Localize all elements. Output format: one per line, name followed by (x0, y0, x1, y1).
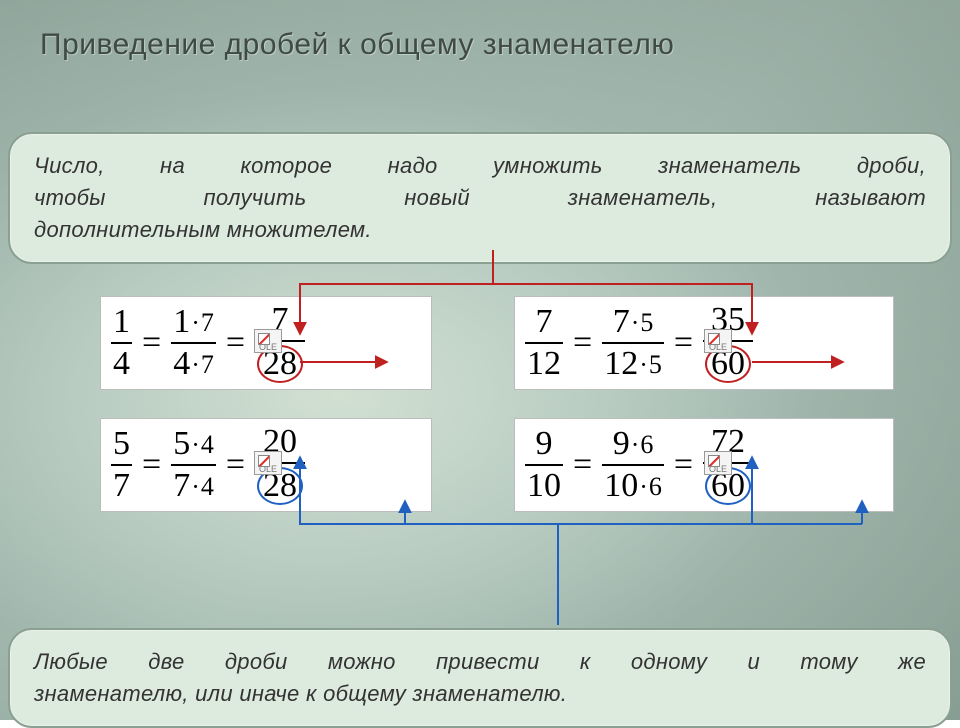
f3-c-den: 28 (263, 469, 297, 503)
f4-frac-b: 9·6 10·6 (602, 427, 664, 503)
dot-icon: · (190, 308, 200, 337)
fraction-box-2: 7 12 = 7·5 12·5 = 35 60 (514, 296, 894, 390)
f1-b-num: 1 (173, 303, 190, 340)
f2-a-den: 12 (525, 347, 563, 381)
f1-a-num: 1 (111, 305, 132, 339)
f2-mult-top: 5 (639, 308, 653, 337)
f4-result-den-circle: 60 (705, 467, 751, 505)
f1-mult-top: 7 (200, 308, 214, 337)
equals-sign: = (569, 446, 596, 484)
equals-sign: = (670, 446, 697, 484)
f3-mult-top: 4 (200, 430, 214, 459)
footnote-panel: Любые две дроби можно привести к одному … (8, 628, 952, 728)
f3-mult-bot: 4 (200, 472, 214, 501)
equals-sign: = (138, 324, 165, 362)
f4-c-den: 60 (711, 469, 745, 503)
dot-icon: · (190, 430, 200, 459)
f1-b-den: 4 (173, 345, 190, 382)
f4-c-num: 72 (709, 425, 747, 459)
dot-icon: · (190, 350, 200, 379)
fraction-box-3: 5 7 = 5·4 7·4 = 20 28 (100, 418, 432, 512)
definition-line-1: Число, на которое надо умножить знаменат… (34, 150, 926, 182)
fraction-box-4: 9 10 = 9·6 10·6 = 72 60 (514, 418, 894, 512)
page-title: Приведение дробей к общему знаменателю (40, 28, 674, 62)
f1-c-num: 7 (270, 303, 291, 337)
f3-a-den: 7 (111, 469, 132, 503)
dot-icon: · (638, 350, 648, 379)
f2-frac-a: 7 12 (525, 305, 563, 381)
footnote-line-1: Любые две дроби можно привести к одному … (34, 646, 926, 678)
f3-frac-b: 5·4 7·4 (171, 427, 216, 503)
footnote-line-2: знаменателю, или иначе к общему знаменат… (34, 678, 926, 710)
equals-sign: = (569, 324, 596, 362)
f3-c-num: 20 (261, 425, 299, 459)
f1-mult-bot: 7 (200, 350, 214, 379)
f1-c-den: 28 (263, 347, 297, 381)
definition-line-3: дополнительным множителем. (34, 214, 926, 246)
f2-a-num: 7 (534, 305, 555, 339)
f1-frac-a: 1 4 (111, 305, 132, 381)
f4-a-num: 9 (534, 427, 555, 461)
f2-result-den-circle: 60 (705, 345, 751, 383)
f2-c-num: 35 (709, 303, 747, 337)
f4-mult-bot: 6 (648, 472, 662, 501)
f3-frac-a: 5 7 (111, 427, 132, 503)
f2-mult-bot: 5 (648, 350, 662, 379)
f1-result-den-circle: 28 (257, 345, 303, 383)
f4-mult-top: 6 (639, 430, 653, 459)
f4-frac-c: 72 60 (703, 425, 753, 505)
f4-frac-a: 9 10 (525, 427, 563, 503)
equals-sign: = (670, 324, 697, 362)
equals-sign: = (222, 446, 249, 484)
equals-sign: = (222, 324, 249, 362)
f1-a-den: 4 (111, 347, 132, 381)
f3-result-den-circle: 28 (257, 467, 303, 505)
dot-icon: · (190, 472, 200, 501)
f3-b-num: 5 (173, 425, 190, 462)
definition-panel: Число, на которое надо умножить знаменат… (8, 132, 952, 264)
definition-line-2: чтобы получить новый знаменатель, называ… (34, 182, 926, 214)
f1-frac-b: 1·7 4·7 (171, 305, 216, 381)
dot-icon: · (630, 308, 640, 337)
fraction-box-1: 1 4 = 1·7 4·7 = 7 28 (100, 296, 432, 390)
dot-icon: · (630, 430, 640, 459)
f2-frac-c: 35 60 (703, 303, 753, 383)
f4-b-num: 9 (613, 425, 630, 462)
f1-frac-c: 7 28 (255, 303, 305, 383)
f4-a-den: 10 (525, 469, 563, 503)
f3-frac-c: 20 28 (255, 425, 305, 505)
f3-b-den: 7 (173, 467, 190, 504)
f2-b-num: 7 (613, 303, 630, 340)
f4-b-den: 10 (604, 467, 638, 504)
f2-b-den: 12 (604, 345, 638, 382)
equals-sign: = (138, 446, 165, 484)
f3-a-num: 5 (111, 427, 132, 461)
dot-icon: · (638, 472, 648, 501)
f2-frac-b: 7·5 12·5 (602, 305, 664, 381)
f2-c-den: 60 (711, 347, 745, 381)
